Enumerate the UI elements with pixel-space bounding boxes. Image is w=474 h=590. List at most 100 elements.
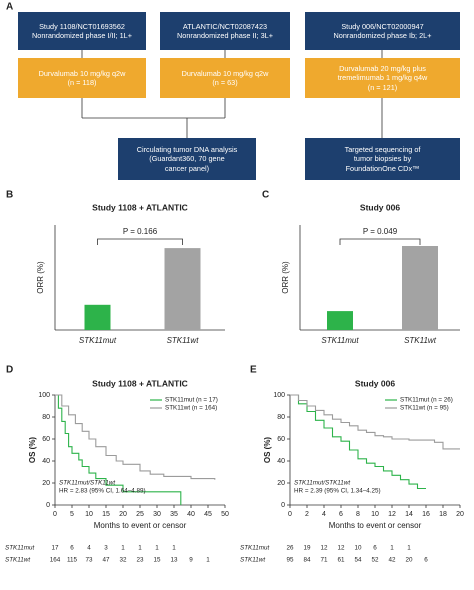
x-tick-label: 0 — [288, 511, 292, 518]
annotation: STK11mut/STK11wt — [59, 480, 115, 487]
x-tick-label: 2 — [305, 511, 309, 518]
connectors — [81, 50, 383, 138]
y-tick-label: 0 — [46, 502, 50, 509]
survival-curve — [290, 394, 426, 490]
at-risk-row-label: STK11wt — [240, 557, 265, 564]
x-axis-label: Months to event or censor — [94, 521, 187, 530]
legend-label: STK11wt (n = 95) — [400, 405, 449, 412]
at-risk-count: 12 — [320, 545, 328, 552]
x-tick-label: 18 — [439, 511, 447, 518]
at-risk-count: 6 — [373, 545, 377, 552]
at-risk-row-label: STK11wt — [5, 557, 30, 564]
at-risk-count: 9 — [189, 557, 193, 564]
at-risk-count: 73 — [85, 557, 93, 564]
at-risk-count: 52 — [371, 557, 379, 564]
x-tick-label: STK11mut — [321, 336, 359, 345]
y-tick-label: 0 — [281, 502, 285, 509]
x-tick-label: 25 — [136, 511, 144, 518]
treatment-box: Durvalumab 10 mg/kg q2w (n = 63) — [160, 58, 290, 98]
at-risk-count: 1 — [407, 545, 411, 552]
x-tick-label: 10 — [85, 511, 93, 518]
at-risk-count: 42 — [388, 557, 396, 564]
x-tick-label: 6 — [339, 511, 343, 518]
y-tick-label: 100 — [38, 392, 50, 399]
box-text: FoundationOne CDx™ — [345, 163, 420, 173]
at-risk-count: 164 — [50, 557, 61, 564]
at-risk-count: 13 — [170, 557, 178, 564]
chart-title: Study 006 — [360, 202, 400, 212]
panel-label: E — [250, 365, 257, 376]
survival-curve — [55, 394, 182, 505]
at-risk-count: 17 — [51, 545, 59, 552]
x-tick-label: 4 — [322, 511, 326, 518]
at-risk-row-label: STK11mut — [5, 545, 35, 552]
x-tick-label: 35 — [170, 511, 178, 518]
at-risk-count: 71 — [320, 557, 328, 564]
box-text: (n = 63) — [212, 78, 238, 87]
panel-label: C — [262, 190, 269, 201]
at-risk-count: 32 — [119, 557, 127, 564]
at-risk-count: 54 — [354, 557, 362, 564]
treatment-box: Durvalumab 20 mg/kg plus tremelimumab 1 m… — [305, 58, 460, 98]
box-text: Nonrandomized phase Ib; 2L+ — [333, 31, 432, 40]
study-box: Study 006/NCT02000947 Nonrandomized phase… — [305, 12, 460, 50]
x-tick-label: 14 — [405, 511, 413, 518]
box-text: (n = 121) — [367, 82, 398, 92]
x-tick-label: 15 — [102, 511, 110, 518]
y-tick-label: 40 — [277, 458, 285, 465]
x-tick-label: 20 — [119, 511, 127, 518]
y-tick-label: 60 — [42, 436, 50, 443]
at-risk-count: 84 — [303, 557, 311, 564]
at-risk-count: 19 — [303, 545, 311, 552]
x-tick-label: 10 — [371, 511, 379, 518]
chart-title: Study 006 — [355, 378, 395, 388]
annotation: HR = 2.39 (95% CI, 1.34–4.25) — [294, 488, 381, 495]
x-tick-label: 0 — [53, 511, 57, 518]
survival-curve — [290, 394, 460, 450]
at-risk-count: 12 — [337, 545, 345, 552]
x-tick-label: 8 — [356, 511, 360, 518]
y-axis-label: OS (%) — [263, 437, 272, 464]
at-risk-count: 15 — [153, 557, 161, 564]
annotation: P = 0.166 — [123, 227, 158, 236]
y-tick-label: 20 — [42, 480, 50, 487]
at-risk-count: 1 — [390, 545, 394, 552]
x-tick-label: 40 — [187, 511, 195, 518]
at-risk-count: 1 — [172, 545, 176, 552]
y-tick-label: 20 — [277, 480, 285, 487]
at-risk-count: 1 — [206, 557, 210, 564]
x-tick-label: 30 — [153, 511, 161, 518]
x-tick-label: 50 — [221, 511, 229, 518]
y-tick-label: 80 — [42, 414, 50, 421]
survival-curve — [55, 394, 216, 480]
chart-title: Study 1108 + ATLANTIC — [92, 378, 188, 388]
assay-box: Targeted sequencing of tumor biopsies by F… — [305, 138, 460, 180]
significance-bracket — [339, 238, 421, 245]
y-axis-label: ORR (%) — [281, 261, 290, 294]
box-text: tumor biopsies by — [353, 154, 412, 164]
at-risk-count: 26 — [286, 545, 294, 552]
box-text: Durvalumab 10 mg/kg q2w — [181, 68, 269, 78]
x-tick-label: STK11mut — [79, 336, 117, 345]
box-text: Targeted sequencing of — [344, 145, 421, 155]
at-risk-count: 61 — [337, 557, 345, 564]
x-tick-label: 20 — [456, 511, 464, 518]
bar — [327, 311, 353, 330]
x-tick-label: 5 — [70, 511, 74, 518]
treatment-box: Durvalumab 10 mg/kg q2w (n = 118) — [18, 58, 146, 98]
y-tick-label: 60 — [277, 436, 285, 443]
at-risk-count: 20 — [405, 557, 413, 564]
x-tick-label: 16 — [422, 511, 430, 518]
annotation: P = 0.049 — [363, 227, 398, 236]
at-risk-count: 10 — [354, 545, 362, 552]
panel-label: B — [6, 190, 13, 201]
panel-label: A — [6, 2, 13, 13]
box-text: Durvalumab 10 mg/kg q2w — [38, 68, 126, 78]
at-risk-count: 115 — [67, 557, 78, 564]
at-risk-row-label: STK11mut — [240, 545, 270, 552]
box-text: tremelimumab 1 mg/kg q4w — [337, 73, 428, 83]
at-risk-count: 95 — [286, 557, 294, 564]
y-tick-label: 80 — [277, 414, 285, 421]
box-text: (Guardant360, 70 gene — [149, 154, 225, 164]
y-axis-label: ORR (%) — [36, 261, 45, 294]
